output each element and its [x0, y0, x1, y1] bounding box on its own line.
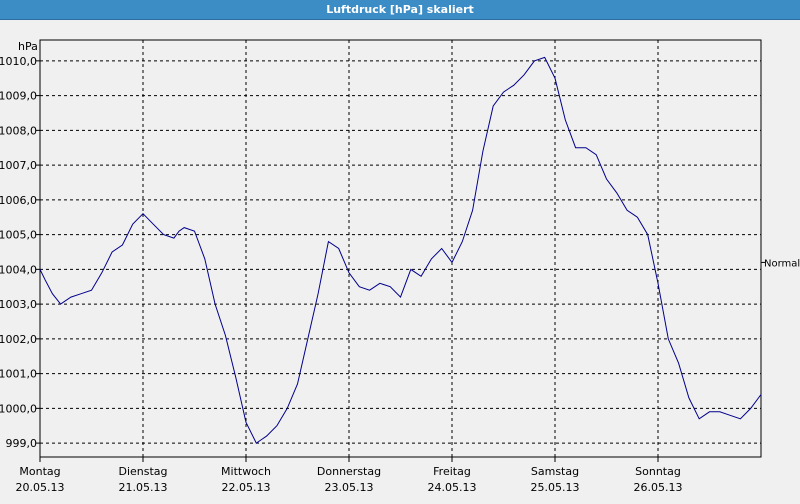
y-tick-label: 1007,0: [0, 159, 37, 172]
y-tick-label: 1000,0: [0, 402, 37, 415]
x-tick-day-label: Donnerstag: [317, 465, 381, 478]
y-tick-label: 1002,0: [0, 333, 37, 346]
x-tick-date-label: 20.05.13: [16, 481, 65, 494]
y-tick-label: 1010,0: [0, 55, 37, 68]
y-tick-label: 999,0: [6, 437, 38, 450]
x-tick-date-label: 26.05.13: [634, 481, 683, 494]
x-tick-date-label: 23.05.13: [325, 481, 374, 494]
x-tick-day-label: Sonntag: [635, 465, 681, 478]
x-tick-day-label: Montag: [19, 465, 60, 478]
x-tick-day-label: Mittwoch: [221, 465, 271, 478]
reference-label: Normal: [764, 258, 800, 269]
grid-layer: [40, 40, 761, 457]
chart-area: 999,0 1000,0 1001,0 1002,0 1003,0 1004,0 1005,…: [0, 20, 800, 500]
x-tick-date-label: 21.05.13: [119, 481, 168, 494]
x-tick-date-label: 25.05.13: [531, 481, 580, 494]
y-tick-label: 1003,0: [0, 298, 37, 311]
y-tick-label: 1009,0: [0, 90, 37, 103]
y-tick-label: 1008,0: [0, 124, 37, 137]
pressure-chart: 999,0 1000,0 1001,0 1002,0 1003,0 1004,0 1005,…: [0, 39, 800, 494]
series-line-pressure: [39, 56, 762, 444]
y-axis-ticks: 999,0 1000,0 1001,0 1002,0 1003,0 1004,0 1005,…: [0, 55, 40, 450]
x-tick-day-label: Dienstag: [118, 465, 167, 478]
x-tick-date-label: 24.05.13: [428, 481, 477, 494]
plot-border: [39, 39, 762, 458]
x-tick-day-label: Samstag: [531, 465, 579, 478]
reference-line-group: Normal: [761, 258, 800, 269]
x-tick-date-label: 22.05.13: [222, 481, 271, 494]
y-tick-label: 1006,0: [0, 194, 37, 207]
x-tick-day-label: Freitag: [433, 465, 471, 478]
y-tick-label: 1005,0: [0, 229, 37, 242]
y-tick-label: 1004,0: [0, 263, 37, 276]
window-title: Luftdruck [hPa] skaliert: [0, 0, 800, 20]
y-tick-label: 1001,0: [0, 368, 37, 381]
y-axis-unit-label: hPa: [18, 40, 38, 53]
x-axis-ticks: Montag 20.05.13 Dienstag 21.05.13 Mittwoch 22…: [16, 457, 683, 494]
